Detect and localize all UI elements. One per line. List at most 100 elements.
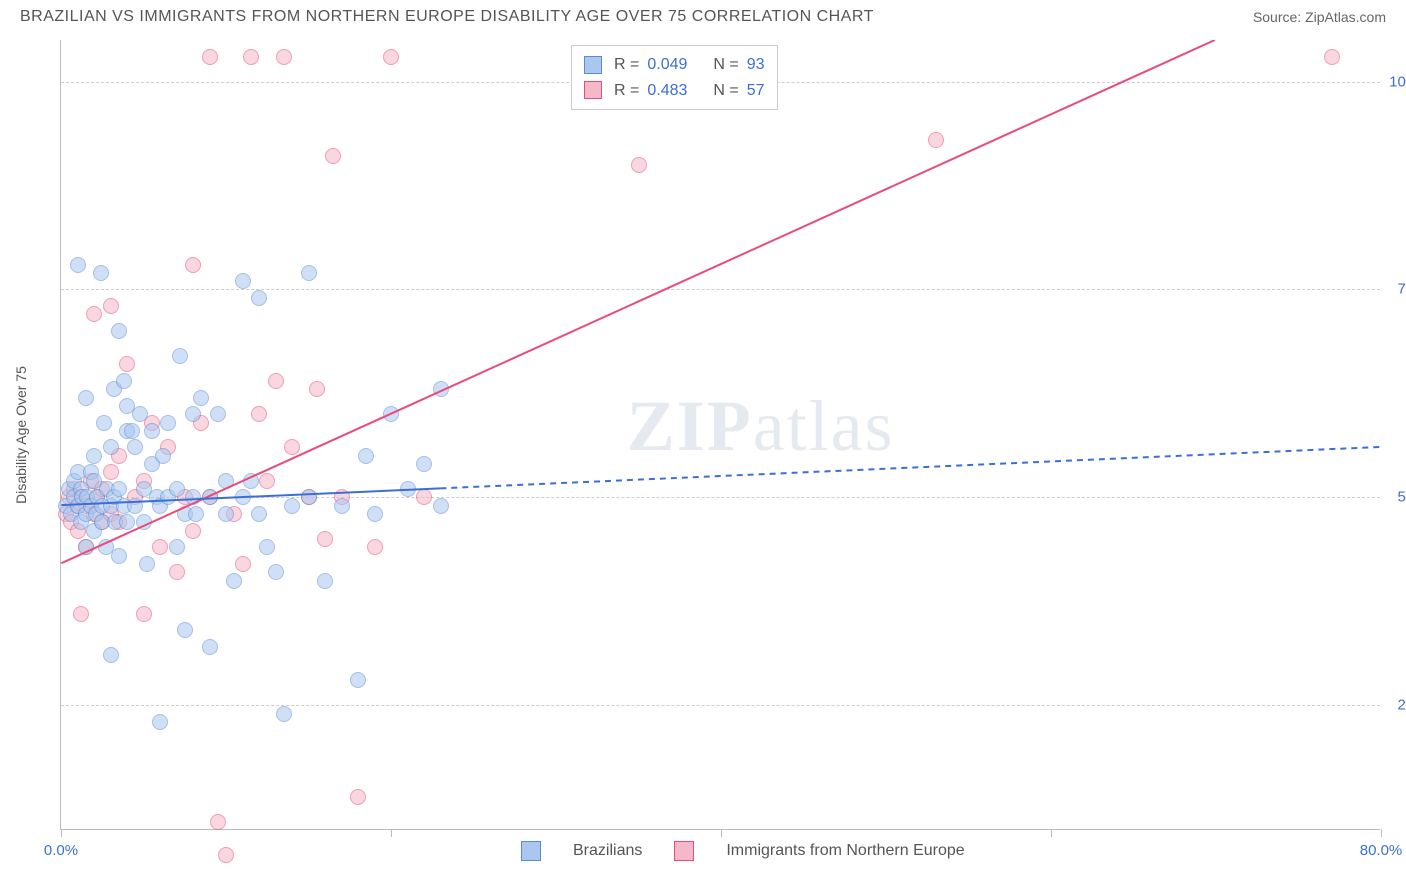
scatter-point [132, 406, 148, 422]
scatter-point [210, 406, 226, 422]
xtick [391, 829, 392, 837]
scatter-point [103, 464, 119, 480]
trendlines-svg [61, 40, 1380, 829]
scatter-point [301, 489, 317, 505]
n-label-2: N = [713, 78, 738, 104]
scatter-point [136, 514, 152, 530]
scatter-point [235, 489, 251, 505]
scatter-point [160, 415, 176, 431]
scatter-point [334, 498, 350, 514]
scatter-point [218, 847, 234, 863]
xtick-label: 0.0% [44, 842, 78, 859]
scatter-point [119, 514, 135, 530]
scatter-point [73, 606, 89, 622]
scatter-point [284, 498, 300, 514]
xtick [1051, 829, 1052, 837]
scatter-point [127, 439, 143, 455]
scatter-point [193, 390, 209, 406]
scatter-point [185, 406, 201, 422]
scatter-point [383, 49, 399, 65]
scatter-point [251, 406, 267, 422]
scatter-point [631, 157, 647, 173]
scatter-point [367, 506, 383, 522]
scatter-point [367, 539, 383, 555]
r-label: R = [614, 52, 639, 78]
scatter-point [358, 448, 374, 464]
n-value-pink: 57 [747, 78, 765, 104]
scatter-point [152, 714, 168, 730]
scatter-point [78, 539, 94, 555]
scatter-point [218, 506, 234, 522]
xtick [721, 829, 722, 837]
scatter-point [268, 373, 284, 389]
scatter-point [350, 672, 366, 688]
scatter-point [136, 606, 152, 622]
xtick-label: 80.0% [1360, 842, 1403, 859]
swatch-pink-icon [584, 81, 602, 99]
scatter-point [93, 265, 109, 281]
chart-header: BRAZILIAN VS IMMIGRANTS FROM NORTHERN EU… [0, 0, 1406, 30]
chart-source: Source: ZipAtlas.com [1253, 9, 1386, 25]
scatter-point [433, 381, 449, 397]
scatter-point [350, 789, 366, 805]
scatter-point [301, 265, 317, 281]
n-label: N = [713, 52, 738, 78]
watermark-light: atlas [753, 386, 895, 466]
scatter-point [416, 489, 432, 505]
scatter-point [169, 481, 185, 497]
scatter-point [188, 506, 204, 522]
scatter-point [309, 381, 325, 397]
scatter-point [111, 323, 127, 339]
scatter-point [1324, 49, 1340, 65]
scatter-point [96, 415, 112, 431]
gridline [61, 497, 1380, 498]
scatter-point [78, 390, 94, 406]
scatter-point [226, 573, 242, 589]
scatter-point [235, 556, 251, 572]
scatter-point [210, 814, 226, 830]
xtick [61, 829, 62, 837]
scatter-point [103, 298, 119, 314]
scatter-point [185, 523, 201, 539]
scatter-point [144, 423, 160, 439]
chart-plot-area: Disability Age Over 75 25.0%50.0%75.0%10… [60, 40, 1380, 830]
watermark: ZIPatlas [627, 385, 895, 468]
scatter-point [235, 273, 251, 289]
scatter-point [202, 489, 218, 505]
scatter-point [119, 356, 135, 372]
gridline [61, 705, 1380, 706]
scatter-point [169, 564, 185, 580]
scatter-point [259, 539, 275, 555]
bottom-legend: Brazilians Immigrants from Northern Euro… [521, 841, 965, 861]
scatter-point [86, 448, 102, 464]
scatter-point [243, 473, 259, 489]
scatter-point [383, 406, 399, 422]
scatter-point [284, 439, 300, 455]
scatter-point [103, 439, 119, 455]
watermark-bold: ZIP [627, 386, 753, 466]
ytick-label: 75.0% [1385, 281, 1406, 298]
legend-swatch-blue-icon [521, 841, 541, 861]
chart-title: BRAZILIAN VS IMMIGRANTS FROM NORTHERN EU… [20, 8, 874, 26]
scatter-point [152, 539, 168, 555]
scatter-point [116, 373, 132, 389]
r-value-blue: 0.049 [647, 52, 687, 78]
scatter-point [251, 506, 267, 522]
scatter-point [111, 481, 127, 497]
scatter-point [70, 257, 86, 273]
y-axis-label: Disability Age Over 75 [13, 366, 29, 504]
scatter-point [185, 489, 201, 505]
r-value-pink: 0.483 [647, 78, 687, 104]
scatter-point [416, 456, 432, 472]
scatter-point [103, 647, 119, 663]
scatter-point [433, 498, 449, 514]
stats-legend-box: R = 0.049 N = 93 R = 0.483 N = 57 [571, 45, 778, 110]
stats-row-pink: R = 0.483 N = 57 [584, 78, 765, 104]
scatter-point [259, 473, 275, 489]
scatter-point [268, 564, 284, 580]
stats-row-blue: R = 0.049 N = 93 [584, 52, 765, 78]
scatter-point [177, 622, 193, 638]
scatter-point [111, 548, 127, 564]
scatter-point [317, 531, 333, 547]
swatch-blue-icon [584, 56, 602, 74]
